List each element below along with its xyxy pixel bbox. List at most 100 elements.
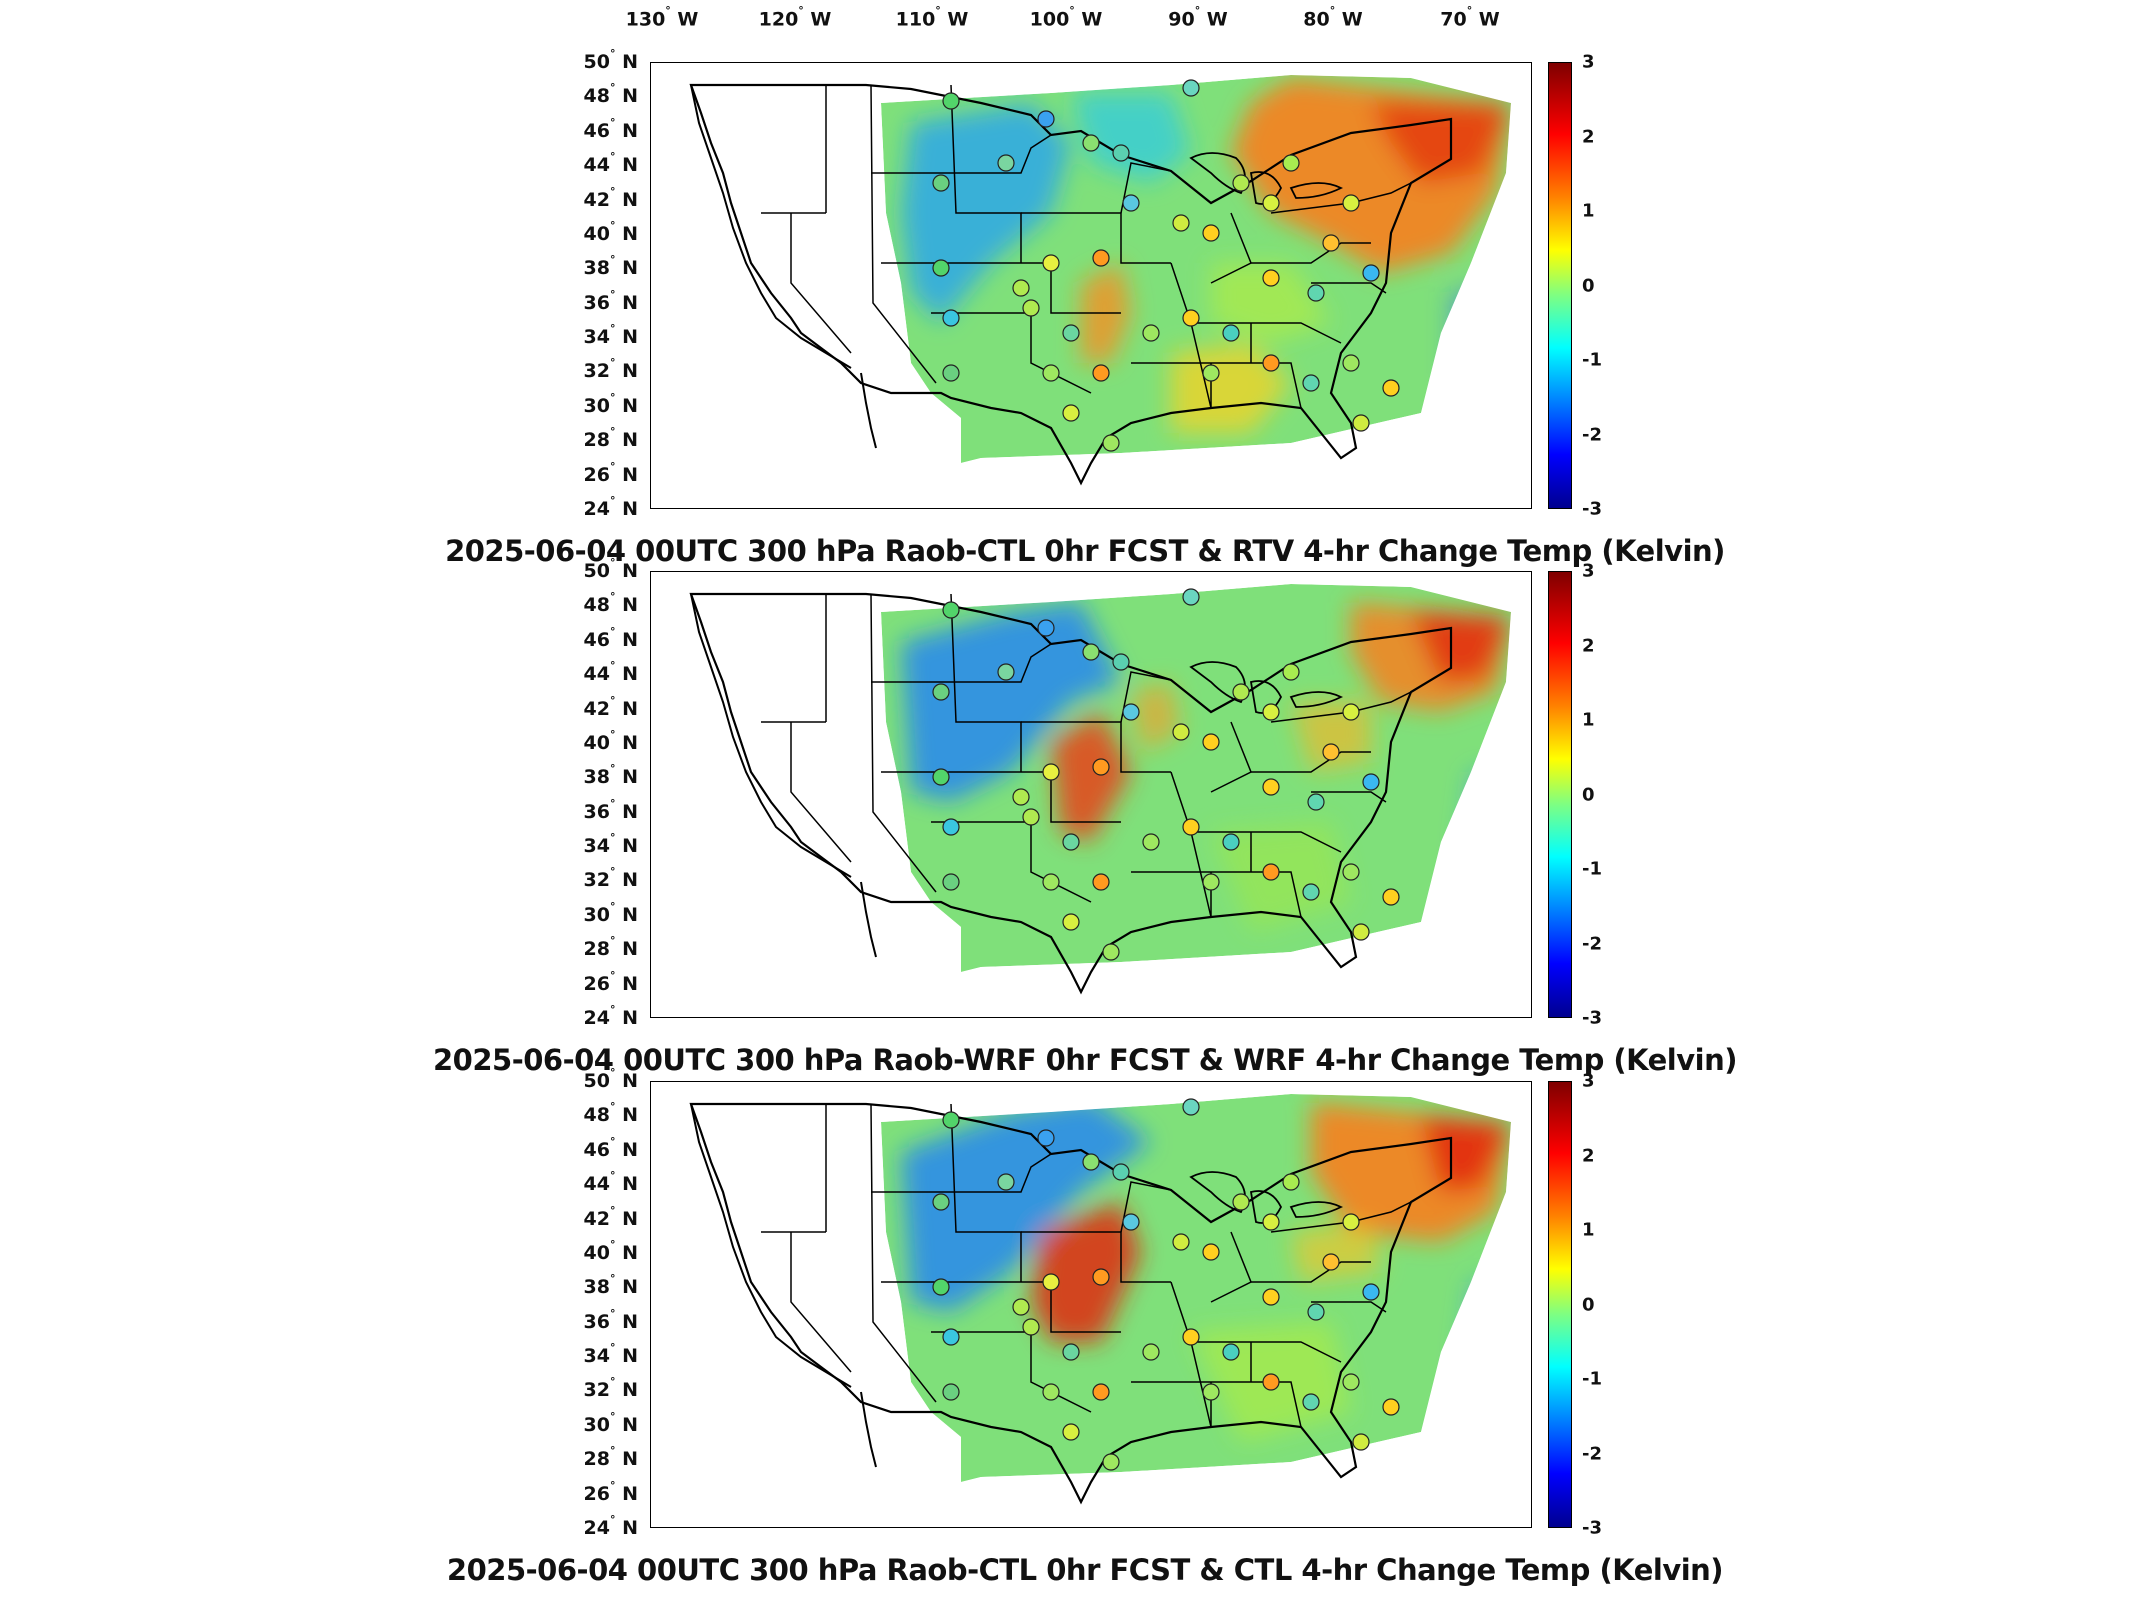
state-border — [1251, 1261, 1371, 1283]
raob-station-marker — [1082, 643, 1100, 661]
raob-station-marker — [1062, 1343, 1080, 1361]
raob-station-marker — [942, 873, 960, 891]
raob-station-marker — [1282, 1173, 1300, 1191]
raob-station-marker — [1042, 254, 1060, 272]
raob-station-marker — [1362, 1283, 1380, 1301]
raob-station-marker — [997, 663, 1015, 681]
latitude-label: 50° N — [583, 46, 638, 74]
country-outline — [689, 83, 1453, 486]
raob-station-marker — [942, 1383, 960, 1401]
latitude-label: 44° N — [583, 658, 638, 686]
raob-station-marker — [1202, 364, 1220, 382]
colorbar-tick-label: -3 — [1582, 1517, 1602, 1539]
state-border — [1191, 322, 1342, 344]
state-border — [790, 722, 852, 863]
raob-station-marker — [1062, 833, 1080, 851]
raob-station-marker — [932, 259, 950, 277]
state-border — [1270, 691, 1412, 723]
latitude-label: 48° N — [583, 590, 638, 617]
latitude-label: 42° N — [583, 184, 638, 211]
raob-station-marker — [997, 1173, 1015, 1191]
state-border — [871, 1153, 1052, 1193]
latitude-label: 24° N — [583, 1002, 638, 1030]
raob-station-marker — [1042, 873, 1060, 891]
raob-station-marker — [1222, 324, 1240, 342]
longitude-axis-labels: 130° W 120° W 110° W 100° W 90° W 80° W 70° W — [0, 0, 2133, 40]
raob-station-marker — [1262, 1373, 1280, 1391]
state-border — [870, 1103, 937, 1403]
raob-station-marker — [1342, 1213, 1360, 1231]
latitude-label: 36° N — [583, 796, 638, 823]
state-border — [1120, 671, 1172, 723]
raob-station-marker — [1092, 758, 1110, 776]
state-border — [1021, 721, 1171, 773]
map-plot-area[interactable] — [650, 62, 1532, 509]
colorbar-tick-label: 0 — [1582, 1294, 1595, 1315]
raob-station-marker — [1182, 1328, 1200, 1346]
map-plot-area[interactable] — [650, 1081, 1532, 1528]
field-anomaly-region — [1421, 1117, 1511, 1192]
raob-station-marker — [1182, 818, 1200, 836]
state-border — [950, 1103, 1022, 1282]
raob-station-marker — [1182, 79, 1200, 97]
state-border — [1120, 1181, 1172, 1233]
raob-station-marker — [1042, 1383, 1060, 1401]
latitude-label: 26° N — [583, 968, 638, 995]
raob-station-marker — [1142, 833, 1160, 851]
raob-station-marker — [1022, 1318, 1040, 1336]
colorbar-tick-label: 1 — [1582, 200, 1595, 222]
raob-station-marker — [1012, 279, 1030, 297]
raob-station-marker — [1307, 793, 1325, 811]
raob-station-marker — [932, 768, 950, 786]
latitude-label: 32° N — [583, 356, 638, 383]
coastline — [690, 84, 877, 449]
raob-station-marker — [932, 1193, 950, 1211]
latitude-label: 40° N — [583, 1237, 638, 1265]
raob-station-marker — [1302, 1393, 1320, 1411]
state-border — [1120, 162, 1172, 214]
latitude-label: 40° N — [583, 218, 638, 246]
raob-station-marker — [1222, 1343, 1240, 1361]
raob-station-marker — [932, 1278, 950, 1296]
state-border — [1131, 871, 1302, 918]
state-border — [1131, 362, 1302, 409]
map-plot-area[interactable] — [650, 571, 1532, 1018]
field-anomaly-region — [1371, 103, 1511, 183]
longitude-label: 110° W — [895, 4, 969, 31]
colorbar-tick-label: 1 — [1582, 1219, 1595, 1241]
raob-station-marker — [1362, 773, 1380, 791]
colorbar-tick-label: -1 — [1582, 1368, 1602, 1390]
latitude-label: 30° N — [583, 899, 638, 927]
raob-station-marker — [1382, 1398, 1400, 1416]
raob-station-marker — [1342, 863, 1360, 881]
longitude-label: 130° W — [625, 4, 699, 31]
raob-station-marker — [1262, 863, 1280, 881]
state-border — [1251, 242, 1371, 264]
raob-station-marker — [942, 364, 960, 382]
latitude-label: 26° N — [583, 1478, 638, 1505]
colorbar-tick-label: 0 — [1582, 784, 1595, 805]
raob-station-marker — [1307, 1303, 1325, 1321]
raob-station-marker — [1092, 1383, 1110, 1401]
raob-station-marker — [942, 92, 960, 110]
state-border — [871, 643, 1052, 683]
raob-station-marker — [1122, 703, 1140, 721]
raob-station-marker — [1282, 154, 1300, 172]
raob-station-marker — [942, 309, 960, 327]
state-border — [1191, 831, 1342, 853]
state-border — [871, 134, 1052, 174]
raob-station-marker — [1342, 194, 1360, 212]
colorbar-tick-label: 0 — [1582, 275, 1595, 296]
raob-station-marker — [1262, 194, 1280, 212]
raob-station-marker — [1342, 354, 1360, 372]
raob-station-marker — [1202, 224, 1220, 242]
state-border — [1311, 282, 1387, 294]
raob-station-marker — [942, 818, 960, 836]
state-border — [881, 262, 1121, 314]
colorbar — [1548, 1081, 1572, 1528]
raob-station-marker — [1112, 144, 1130, 162]
raob-station-marker — [932, 683, 950, 701]
latitude-label: 34° N — [583, 321, 638, 349]
colorbar-tick-label: -1 — [1582, 349, 1602, 371]
raob-station-marker — [1102, 943, 1120, 961]
